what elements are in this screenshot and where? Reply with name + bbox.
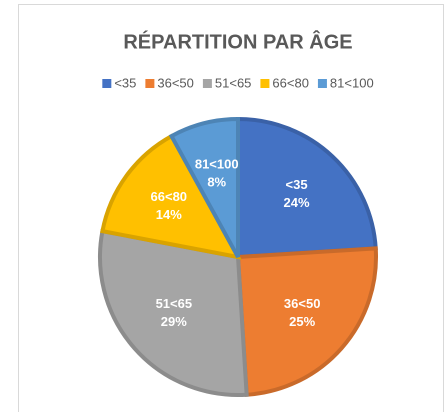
legend-label: 36<50 xyxy=(157,75,194,90)
pie-slice xyxy=(168,116,240,258)
legend-swatch xyxy=(317,79,327,88)
legend-label: 51<65 xyxy=(215,75,252,90)
legend-swatch xyxy=(260,79,270,88)
slice-category-label: 66<80 xyxy=(151,189,188,204)
slice-value-label: 24% xyxy=(284,195,310,210)
pie-slice xyxy=(98,228,249,397)
pie-slice xyxy=(236,116,378,260)
slice-value-label: 25% xyxy=(289,314,315,329)
slice-category-label: 36<50 xyxy=(284,296,321,311)
legend-label: 81<100 xyxy=(330,75,374,90)
chart-title: RÉPARTITION PAR ÂGE xyxy=(123,29,352,53)
slice-value-label: 14% xyxy=(156,207,182,222)
legend-swatch xyxy=(102,79,112,88)
slice-value-label: 8% xyxy=(207,175,226,190)
legend-swatch xyxy=(202,79,212,88)
legend-swatch xyxy=(145,79,155,88)
slice-value-label: 29% xyxy=(161,314,187,329)
slice-category-label: <35 xyxy=(286,177,308,192)
legend: <35 36<50 51<65 66<80 81<100 xyxy=(102,75,374,90)
legend-label: <35 xyxy=(114,75,136,90)
slice-category-label: 51<65 xyxy=(156,296,193,311)
pie-slice xyxy=(100,133,242,260)
slice-category-label: 81<100 xyxy=(195,157,239,172)
pie-slice xyxy=(235,246,378,397)
legend-label: 66<80 xyxy=(272,75,309,90)
